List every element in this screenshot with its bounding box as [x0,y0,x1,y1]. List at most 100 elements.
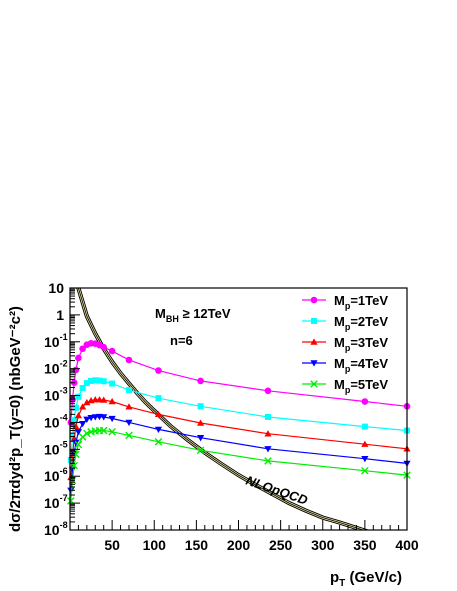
x-tick-label: 400 [395,537,419,553]
y-tick-label: 10-8 [44,520,68,538]
x-tick-label: 350 [353,537,377,553]
y-tick-label: 10-3 [44,386,68,404]
x-tick-label: 150 [185,537,209,553]
x-tick-label: 300 [311,537,335,553]
data-point [74,411,83,419]
data-point [83,398,91,406]
series-layer [67,339,411,505]
data-point [71,417,78,424]
legend-marker [310,360,318,367]
data-point [125,419,133,427]
data-point [87,415,95,422]
data-point [125,387,132,394]
y-tick-label: 10-4 [44,412,68,430]
data-point [79,385,86,392]
y-tick-label: 10-5 [44,439,68,457]
legend-item-5: Mp=5TeV [302,377,388,395]
data-point [83,416,91,423]
data-point [361,398,369,405]
data-point [125,403,133,410]
data-point [196,419,205,426]
data-point [83,380,90,387]
y-axis-title: dσ/2πdyd²p_T(y=0) (nbGeV⁻²c²) [7,306,24,532]
y-tick-label: 10-6 [44,466,68,484]
x-tick-label: 100 [143,537,167,553]
reference-curve-line [78,288,365,530]
data-point [264,446,272,453]
data-point [79,345,86,353]
axes-layer: 50 100 150 200 250 300 350 400 10-8 10-7 10-6 10-5 1… [44,280,419,553]
data-point [155,395,162,402]
series-line-5 [70,429,408,502]
data-point [154,426,163,434]
data-point [361,440,369,447]
legend-label: Mp=4TeV [334,356,388,374]
legend-marker [310,338,318,345]
x-axis-title: pT (GeV/c) [330,569,402,589]
data-point [108,427,116,436]
data-point [92,377,99,384]
y-tick-label: 10-2 [44,359,68,377]
legend-item-2: Mp=2TeV [302,314,388,332]
series-line-4 [70,415,408,491]
data-point [264,387,272,395]
data-point [125,356,133,364]
series-5 [67,426,411,505]
legend-item-3: Mp=3TeV [302,335,388,353]
x-tick-label: 200 [227,537,251,553]
data-point [100,343,107,351]
data-point [361,423,368,430]
legend: Mp=1TeV Mp=2TeV Mp=3TeV Mp=4TeV Mp=5TeV [302,293,388,395]
legend-marker [311,318,317,324]
legend-label: Mp=2TeV [334,314,388,332]
series-line-3 [70,399,408,478]
nlopqcd-label: NLOpQCD [244,473,310,508]
y-tick-label: 10-1 [44,332,68,350]
series-3 [67,396,411,481]
legend-label: Mp=1TeV [334,293,388,311]
data-point [100,396,108,403]
y-tick-label: 1 [56,307,64,323]
data-point [72,423,80,430]
data-point [264,430,272,437]
data-point [125,431,133,440]
data-point [108,397,116,405]
data-point [96,377,103,384]
data-point [264,413,271,420]
data-point [196,446,205,455]
data-point [197,377,204,385]
data-point [155,367,162,374]
x-tick-label: 50 [104,537,120,553]
data-point [264,457,272,465]
x-tick-label: 250 [269,537,293,553]
data-point [154,410,163,418]
annotation-mbh: MBH ≥ 12TeV [155,306,231,324]
data-point [74,440,83,449]
data-point [99,426,108,435]
legend-item-1: Mp=1TeV [302,293,388,311]
data-point [79,403,87,410]
data-point [100,414,108,421]
legend-item-4: Mp=4TeV [302,356,388,374]
data-point [361,466,369,475]
annotation-n: n=6 [170,333,193,348]
reference-curve-layer [76,288,370,530]
data-point [75,354,82,362]
data-point [88,377,95,384]
data-point [75,393,82,400]
legend-label: Mp=5TeV [334,377,388,395]
data-point [83,429,91,438]
data-point [197,403,204,410]
legend-marker [310,380,318,388]
series-1 [67,339,411,426]
data-point [100,378,107,385]
data-point [108,347,116,355]
data-point [154,438,163,446]
y-tick-label: 10-7 [44,493,68,511]
y-tick-label: 10 [48,280,64,296]
data-point [361,455,369,463]
data-point [79,420,87,428]
data-point [72,404,79,411]
data-point [196,435,205,442]
